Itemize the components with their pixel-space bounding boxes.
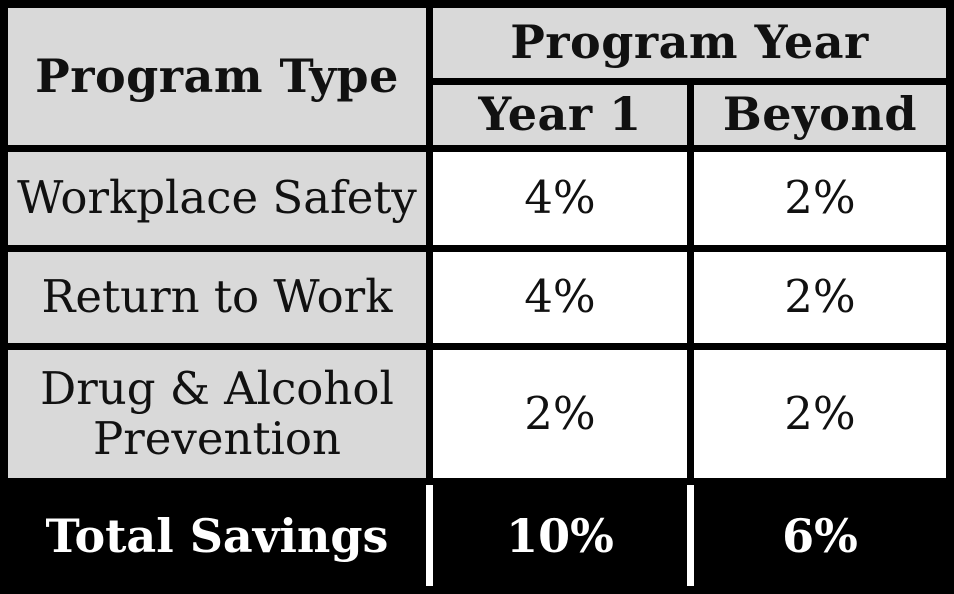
total-savings-label: Total Savings (45, 508, 389, 563)
value-return-to-work-year1: 4% (433, 252, 687, 343)
header-program-year: Program Year (433, 8, 946, 78)
header-program-type: Program Type (8, 8, 426, 145)
value-drug-alcohol-beyond: 2% (694, 350, 946, 478)
value-workplace-safety-beyond: 2% (694, 152, 946, 245)
total-row-divider (426, 485, 433, 586)
value-drug-alcohol-year1: 2% (433, 350, 687, 478)
header-year-1: Year 1 (433, 85, 687, 145)
row-label-return-to-work: Return to Work (8, 252, 426, 343)
total-savings-beyond: 6% (782, 508, 858, 563)
value-workplace-safety-year1: 4% (433, 152, 687, 245)
header-beyond: Beyond (694, 85, 946, 145)
row-label-workplace-safety: Workplace Safety (8, 152, 426, 245)
total-row-divider (687, 485, 694, 586)
total-savings-year1: 10% (506, 508, 614, 563)
row-label-drug-alcohol-prevention: Drug & Alcohol Prevention (8, 350, 426, 478)
value-return-to-work-beyond: 2% (694, 252, 946, 343)
total-savings-row: Total Savings 10% 6% (8, 485, 946, 586)
